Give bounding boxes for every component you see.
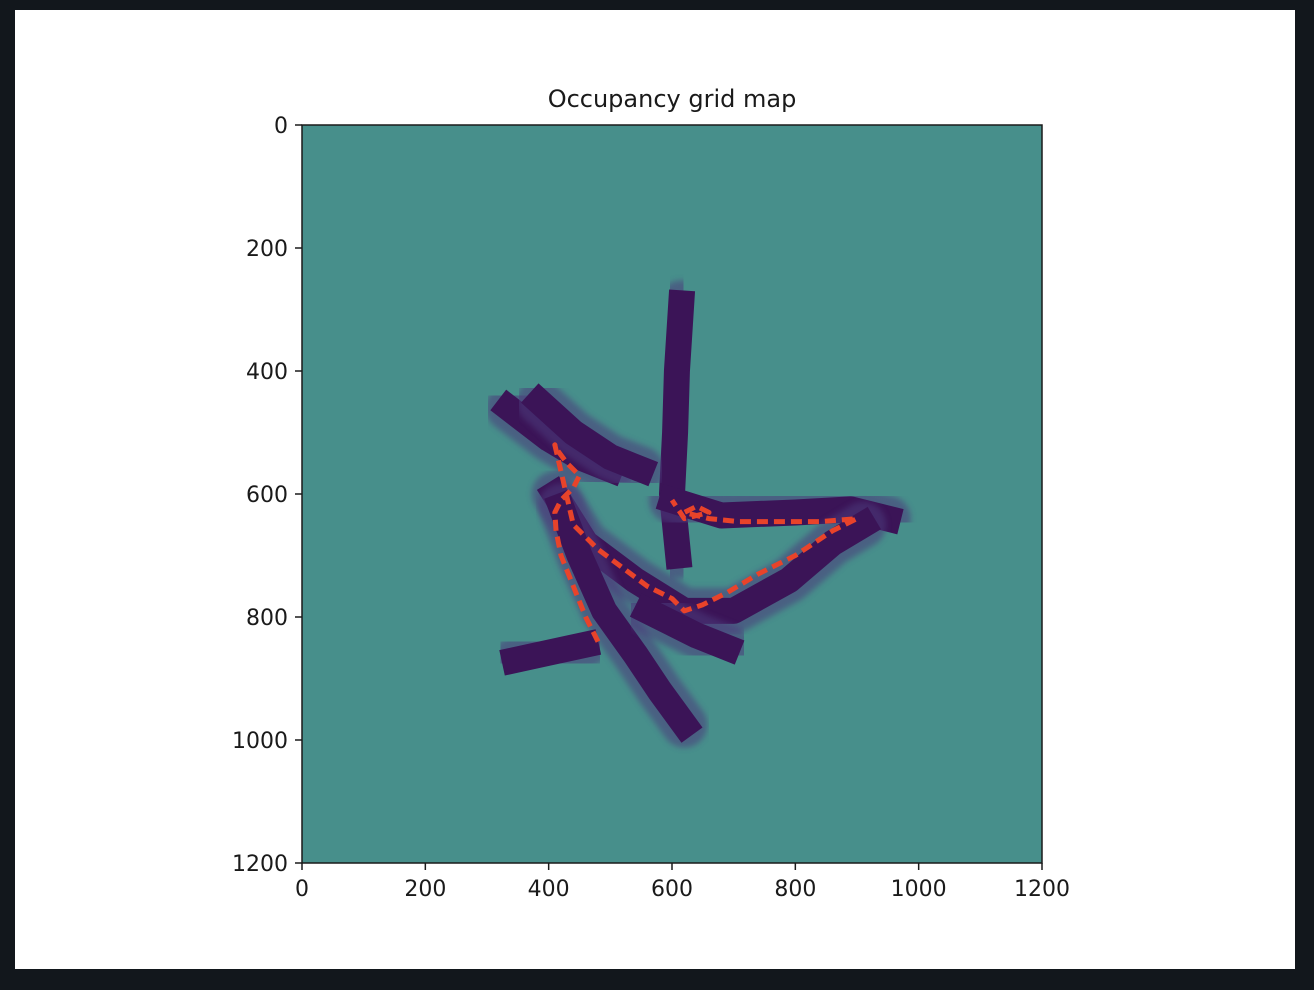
robot-path-line	[552, 442, 860, 643]
x-tick-label: 1000	[891, 877, 947, 902]
x-tick-label: 0	[295, 877, 309, 902]
y-tick-label: 0	[274, 114, 288, 139]
y-axis: 0 200 400 600 800 1000 1200	[232, 114, 302, 877]
x-tick-label: 600	[651, 877, 693, 902]
y-tick-label: 400	[246, 360, 288, 385]
x-tick-label: 1200	[1014, 877, 1070, 902]
figure: Occupancy grid map 0 200 400 600 800 1000 1200…	[15, 10, 1295, 969]
y-tick-label: 1000	[232, 729, 288, 754]
occupancy-grid-chart: Occupancy grid map 0 200 400 600 800 1000 1200…	[232, 85, 1070, 902]
free-space-south-east-stub	[629, 593, 745, 665]
free-space-north-west-arm-2	[521, 383, 659, 487]
free-space-south-arm	[544, 489, 703, 743]
y-tick-label: 600	[246, 483, 288, 508]
free-space-west-spur	[499, 629, 602, 676]
x-tick-label: 200	[404, 877, 446, 902]
x-tick-label: 400	[528, 877, 570, 902]
x-tick-label: 800	[774, 877, 816, 902]
y-tick-label: 200	[246, 237, 288, 262]
y-tick-label: 1200	[232, 852, 288, 877]
robot-path-layer	[552, 442, 860, 643]
chart-title: Occupancy grid map	[548, 85, 797, 113]
y-tick-label: 800	[246, 606, 288, 631]
x-axis: 0 200 400 600 800 1000 1200	[295, 863, 1070, 902]
